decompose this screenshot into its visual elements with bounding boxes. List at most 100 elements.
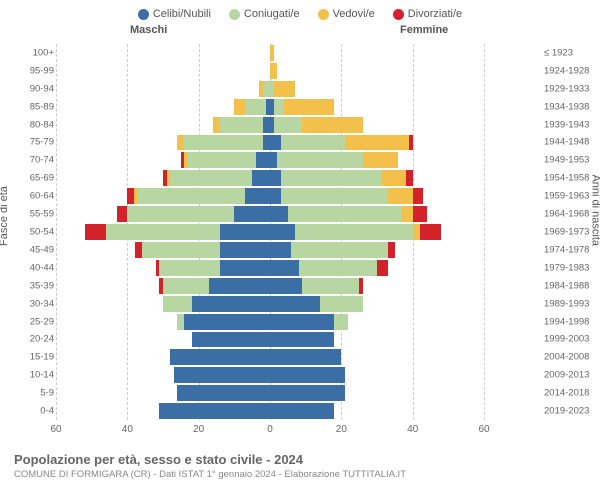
bar-male <box>156 260 270 276</box>
bar-segment <box>142 242 220 258</box>
xtick: 60 <box>478 424 489 435</box>
bar-segment <box>174 367 270 383</box>
bar-female <box>270 385 345 401</box>
age-row <box>56 169 484 187</box>
legend-label: Celibi/Nubili <box>153 8 211 20</box>
bar-segment <box>234 99 245 115</box>
age-row <box>56 205 484 223</box>
bar-segment <box>177 385 270 401</box>
bar-segment <box>277 152 363 168</box>
bar-segment <box>220 242 270 258</box>
bar-segment <box>106 224 220 240</box>
bar-segment <box>381 170 406 186</box>
bar-male <box>163 296 270 312</box>
bar-segment <box>270 403 334 419</box>
bar-segment <box>420 224 441 240</box>
ytick-birth: 1954-1958 <box>544 173 596 184</box>
ytick-birth: 1929-1933 <box>544 83 596 94</box>
bar-female <box>270 99 334 115</box>
bar-segment <box>299 260 377 276</box>
bar-segment <box>363 152 399 168</box>
ytick-birth: 1999-2003 <box>544 334 596 345</box>
bar-segment <box>163 296 192 312</box>
xtick: 20 <box>336 424 347 435</box>
ytick-age: 60-64 <box>20 191 54 202</box>
bar-segment <box>284 99 334 115</box>
ytick-age: 85-89 <box>20 101 54 112</box>
ytick-age: 20-24 <box>20 334 54 345</box>
bar-segment <box>170 349 270 365</box>
xtick: 20 <box>193 424 204 435</box>
bar-segment <box>270 242 291 258</box>
bar-segment <box>184 135 262 151</box>
footer: Popolazione per età, sesso e stato civil… <box>14 452 406 480</box>
bar-segment <box>345 135 409 151</box>
ytick-age: 30-34 <box>20 298 54 309</box>
age-row <box>56 295 484 313</box>
bar-segment <box>245 188 270 204</box>
bar-segment <box>274 81 295 97</box>
bar-segment <box>177 135 184 151</box>
bar-segment <box>163 278 209 294</box>
bar-segment <box>127 188 134 204</box>
bar-female <box>270 349 341 365</box>
bar-male <box>170 349 270 365</box>
bar-segment <box>291 242 387 258</box>
bar-segment <box>252 170 270 186</box>
ytick-birth: 2019-2023 <box>544 406 596 417</box>
grid-line <box>484 44 485 420</box>
ytick-birth: 1984-1988 <box>544 280 596 291</box>
ytick-birth: 2009-2013 <box>544 370 596 381</box>
bar-female <box>270 296 363 312</box>
age-row <box>56 44 484 62</box>
bar-female <box>270 367 345 383</box>
ytick-birth: 2004-2008 <box>544 352 596 363</box>
bar-segment <box>270 296 320 312</box>
ytick-age: 45-49 <box>20 244 54 255</box>
legend-item: Celibi/Nubili <box>138 8 211 20</box>
bar-segment <box>159 403 270 419</box>
ytick-birth: 1934-1938 <box>544 101 596 112</box>
bar-segment <box>220 260 270 276</box>
xtick: 40 <box>122 424 133 435</box>
bar-segment <box>270 260 299 276</box>
bar-segment <box>213 117 220 133</box>
bar-segment <box>377 260 388 276</box>
ytick-age: 50-54 <box>20 227 54 238</box>
bar-segment <box>85 224 106 240</box>
xtick: 40 <box>407 424 418 435</box>
bar-segment <box>138 188 245 204</box>
bar-segment <box>117 206 128 222</box>
ytick-birth: 1979-1983 <box>544 262 596 273</box>
bar-segment <box>413 224 420 240</box>
bar-segment <box>288 206 402 222</box>
legend-swatch <box>393 9 404 20</box>
age-row <box>56 366 484 384</box>
ytick-age: 25-29 <box>20 316 54 327</box>
ytick-age: 0-4 <box>20 406 54 417</box>
age-row <box>56 384 484 402</box>
age-row <box>56 134 484 152</box>
age-row <box>56 241 484 259</box>
ytick-birth: 1969-1973 <box>544 227 596 238</box>
bar-segment <box>159 260 220 276</box>
age-row <box>56 259 484 277</box>
ytick-age: 10-14 <box>20 370 54 381</box>
bar-segment <box>388 242 395 258</box>
bar-segment <box>270 385 345 401</box>
ytick-birth: 1944-1948 <box>544 137 596 148</box>
y-axis-left-label: Fasce di età <box>0 186 10 246</box>
bar-segment <box>270 278 302 294</box>
bar-segment <box>402 206 413 222</box>
legend-swatch <box>138 9 149 20</box>
age-row <box>56 98 484 116</box>
ytick-age: 35-39 <box>20 280 54 291</box>
legend-swatch <box>318 9 329 20</box>
bar-segment <box>270 63 277 79</box>
bar-female <box>270 135 413 151</box>
age-row <box>56 223 484 241</box>
bar-segment <box>209 278 270 294</box>
bar-segment <box>270 314 334 330</box>
legend-item: Divorziati/e <box>393 8 462 20</box>
bar-male <box>213 117 270 133</box>
